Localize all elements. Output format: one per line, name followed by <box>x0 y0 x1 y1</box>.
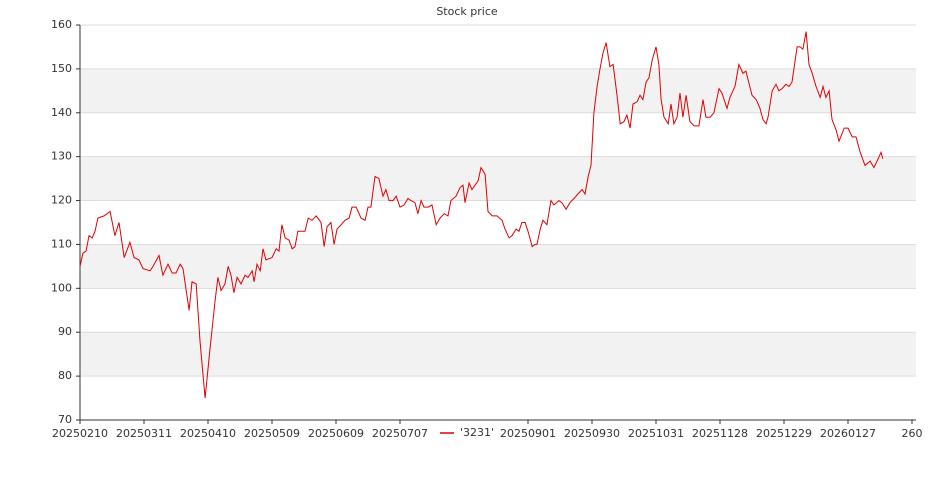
grid-band <box>80 68 916 113</box>
price-line <box>79 31 884 399</box>
y-tick-label: 70 <box>58 413 72 426</box>
y-tick-label: 80 <box>58 369 72 382</box>
chart-title: Stock price <box>436 5 498 18</box>
x-tick-label: 20250707 <box>372 427 428 440</box>
y-tick-label: 90 <box>58 325 72 338</box>
x-tick-label: 20260127 <box>820 427 876 440</box>
x-tick-label: 20250311 <box>116 427 172 440</box>
x-tick-label: 20251031 <box>628 427 684 440</box>
x-tick-label: 20251229 <box>756 427 812 440</box>
y-tick-label: 150 <box>51 62 72 75</box>
y-tick-label: 140 <box>51 106 72 119</box>
x-tick-label: 20250901 <box>500 427 556 440</box>
x-tick-label: 20250410 <box>180 427 236 440</box>
x-tick-label: 20250210 <box>52 427 108 440</box>
y-tick-label: 130 <box>51 150 72 163</box>
y-tick-label: 100 <box>51 281 72 294</box>
x-tick-label: 20250609 <box>308 427 364 440</box>
grid-band <box>80 332 916 377</box>
y-tick-label: 120 <box>51 194 72 207</box>
y-tick-label: 110 <box>51 237 72 250</box>
y-tick-label: 160 <box>51 18 72 31</box>
grid-band <box>80 244 916 289</box>
x-tick-label: 260 <box>902 427 923 440</box>
x-tick-label: 20250509 <box>244 427 300 440</box>
x-tick-label: 20250930 <box>564 427 620 440</box>
x-tick-label: 20251128 <box>692 427 748 440</box>
legend-label: '3231' <box>460 426 494 439</box>
grid-band <box>80 156 916 201</box>
legend-bg <box>438 425 498 441</box>
